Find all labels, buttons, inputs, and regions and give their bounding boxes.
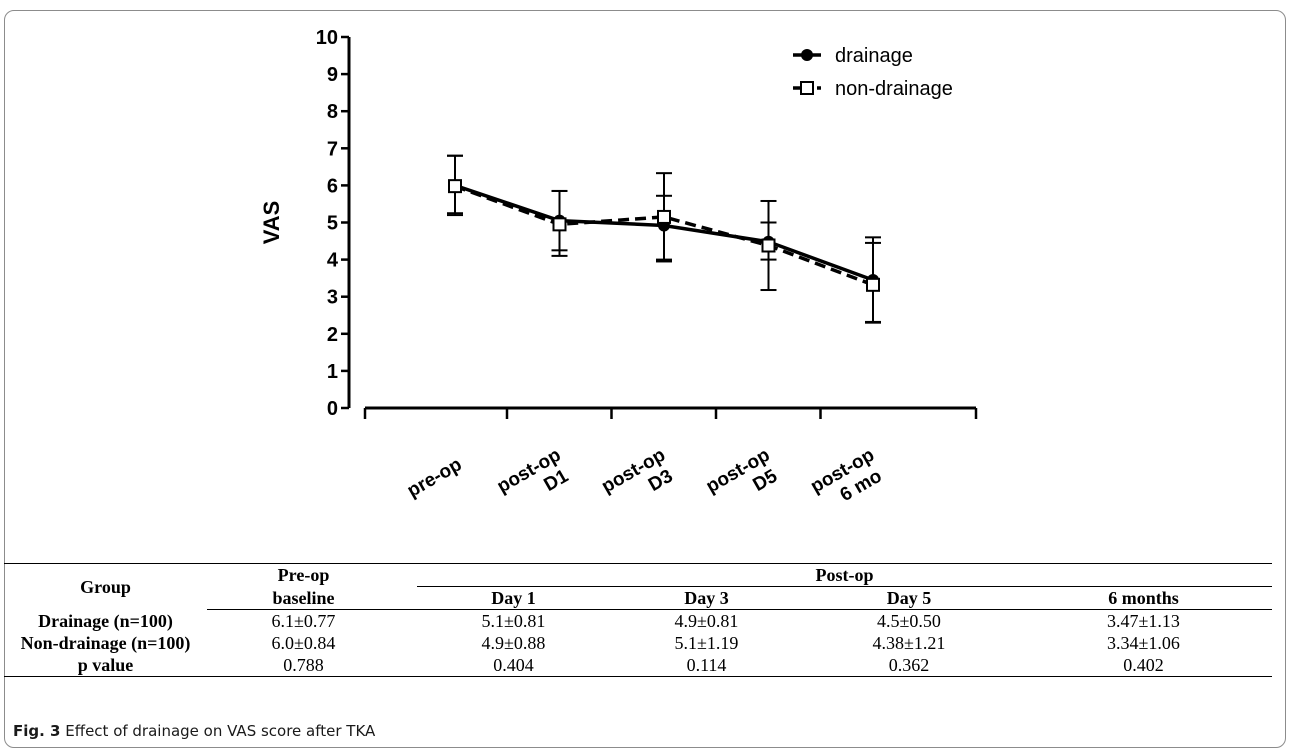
row-group: Non-drainage (n=100) bbox=[20, 633, 191, 653]
point-non-drainage bbox=[866, 277, 880, 292]
chart-legend: drainage non-drainage bbox=[793, 45, 953, 100]
baseline-header: baseline bbox=[207, 586, 400, 610]
cell-month6: 0.402 bbox=[1015, 654, 1272, 677]
month6-header: 6 months bbox=[1015, 586, 1272, 610]
figure-frame bbox=[4, 10, 1286, 748]
y-tick-label: 4 bbox=[327, 250, 339, 272]
legend-marker-drainage bbox=[801, 49, 813, 61]
point-non-drainage bbox=[552, 217, 567, 232]
cell-day1: 0.404 bbox=[417, 654, 610, 677]
x-tick-label-line: pre-op bbox=[404, 454, 466, 502]
preop-header: Pre-op bbox=[207, 563, 400, 587]
table-row: Drainage (n=100) 6.1±0.77 5.1±0.81 4.9±0… bbox=[4, 610, 1272, 633]
point-non-drainage bbox=[657, 209, 671, 224]
y-tick-label: 6 bbox=[327, 175, 338, 197]
y-tick-label: 8 bbox=[327, 101, 338, 123]
cell-baseline: 6.1±0.77 bbox=[271, 611, 336, 631]
y-tick-label: 2 bbox=[327, 324, 338, 346]
y-tick-label: 1 bbox=[327, 361, 338, 383]
legend-label: drainage bbox=[835, 45, 913, 67]
y-axis-title: VAS bbox=[259, 201, 284, 245]
row-group: Drainage (n=100) bbox=[38, 610, 173, 631]
point-non-drainage bbox=[448, 179, 462, 194]
y-tick-label: 7 bbox=[327, 138, 338, 160]
legend-marker-non-drainage bbox=[800, 81, 814, 95]
cell-baseline: 0.788 bbox=[207, 654, 400, 677]
y-tick-label: 9 bbox=[327, 64, 338, 86]
cell-day1: 4.9±0.88 bbox=[481, 633, 546, 653]
row-group: p value bbox=[4, 654, 207, 677]
cell-day3: 5.1±1.19 bbox=[674, 633, 739, 653]
cell-baseline: 6.0±0.84 bbox=[271, 633, 336, 653]
group-header: Group bbox=[4, 563, 207, 610]
y-tick-label: 0 bbox=[327, 398, 338, 420]
series-line-non-drainage bbox=[454, 184, 874, 287]
cell-day5: 0.362 bbox=[803, 654, 1015, 677]
vas-table: Group Pre-op Post-op baseline Day 1 Day … bbox=[4, 563, 1272, 677]
day3-header: Day 3 bbox=[610, 586, 803, 610]
postop-header: Post-op bbox=[417, 563, 1272, 587]
cell-day5: 4.38±1.21 bbox=[872, 633, 946, 653]
series-layer bbox=[447, 154, 881, 324]
point-non-drainage bbox=[761, 238, 776, 253]
cell-month6: 3.47±1.13 bbox=[1107, 611, 1180, 631]
caption-label: Fig. 3 bbox=[13, 722, 61, 740]
x-tick-label: post-op6 mo bbox=[807, 445, 885, 506]
y-tick-label: 5 bbox=[327, 213, 338, 235]
y-tick-label: 10 bbox=[316, 27, 338, 49]
day5-header: Day 5 bbox=[803, 586, 1015, 610]
table-row: Non-drainage (n=100) 6.0±0.84 4.9±0.88 5… bbox=[4, 632, 1272, 654]
cell-day5: 4.5±0.50 bbox=[877, 611, 941, 631]
cell-month6: 3.34±1.06 bbox=[1107, 633, 1180, 653]
day1-header: Day 1 bbox=[417, 586, 610, 610]
caption-text: Effect of drainage on VAS score after TK… bbox=[60, 722, 376, 740]
x-tick-label: pre-op bbox=[404, 454, 466, 502]
cell-day1: 5.1±0.81 bbox=[481, 611, 546, 631]
cell-day3: 0.114 bbox=[610, 654, 803, 677]
table-row: p value 0.788 0.404 0.114 0.362 0.402 bbox=[4, 654, 1272, 677]
y-tick-label: 3 bbox=[327, 287, 338, 309]
figure-caption: Fig. 3 Effect of drainage on VAS score a… bbox=[13, 722, 375, 740]
legend-label: non-drainage bbox=[835, 78, 953, 100]
cell-day3: 4.9±0.81 bbox=[674, 611, 739, 631]
